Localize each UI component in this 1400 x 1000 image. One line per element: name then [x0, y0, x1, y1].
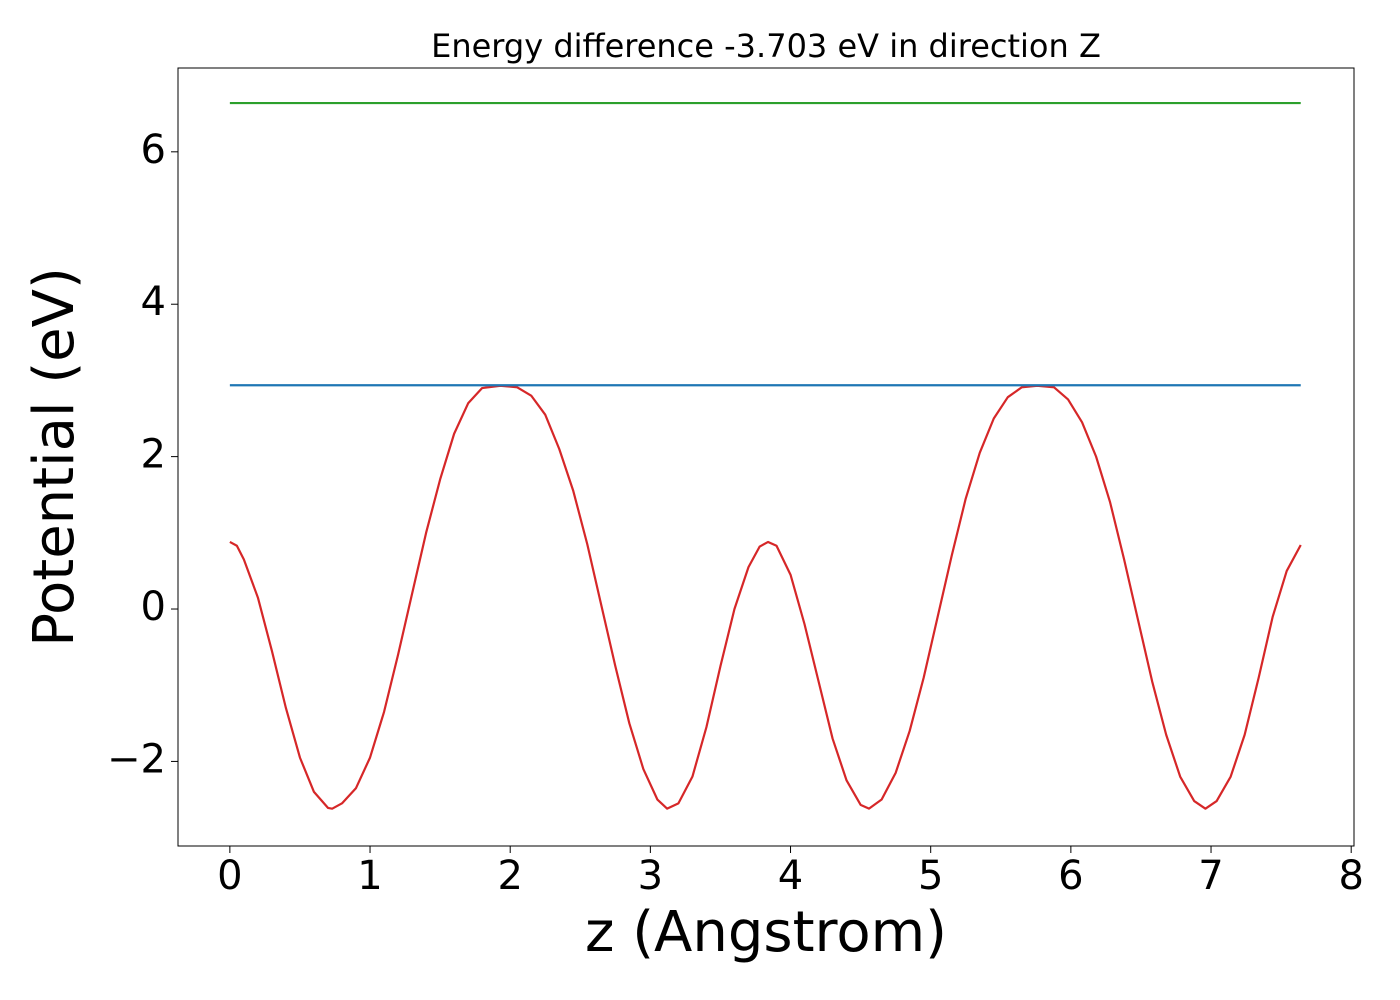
plot-frame: [177, 67, 1355, 847]
x-tick-label: 6: [1058, 853, 1083, 899]
x-tick-label: 7: [1198, 853, 1223, 899]
y-tick-label: 2: [141, 432, 166, 478]
x-tick-label: 8: [1338, 853, 1363, 899]
x-tick-label: 1: [357, 853, 382, 899]
x-tick-label: 0: [217, 853, 242, 899]
x-tick-label: 3: [638, 853, 663, 899]
x-tick-label: 4: [778, 853, 803, 899]
x-tick-label: 5: [918, 853, 943, 899]
x-axis-label: z (Angstrom): [585, 900, 947, 965]
y-tick-label: 6: [141, 127, 166, 173]
chart-title: Energy difference -3.703 eV in direction…: [431, 27, 1101, 65]
y-tick-label: 4: [141, 279, 166, 325]
y-tick-label: −2: [107, 736, 166, 782]
data-line: [229, 384, 1302, 810]
x-tick-label: 2: [497, 853, 522, 899]
y-axis-label: Potential (eV): [22, 267, 87, 647]
y-tick-label: 0: [141, 584, 166, 630]
